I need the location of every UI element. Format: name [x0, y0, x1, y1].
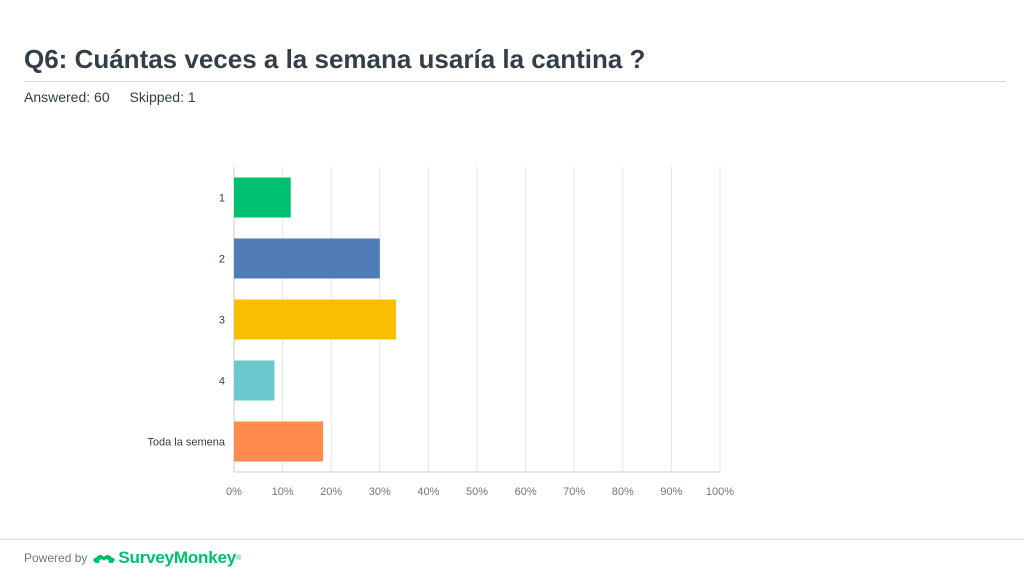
x-tick-label: 60% — [515, 486, 537, 498]
x-tick-label: 80% — [612, 486, 634, 498]
bar — [234, 421, 324, 462]
x-tick-label: 90% — [660, 486, 682, 498]
x-tick-label: 50% — [466, 486, 488, 498]
x-tick-label: 100% — [706, 486, 734, 498]
x-tick-label: 40% — [417, 486, 439, 498]
y-category-label: 3 — [219, 315, 225, 327]
surveymonkey-wordmark: SurveyMonkey — [118, 548, 236, 567]
y-category-label: 2 — [219, 254, 225, 266]
x-tick-label: 30% — [369, 486, 391, 498]
bar — [234, 177, 291, 218]
response-stats: Answered: 60 Skipped: 1 — [24, 89, 196, 105]
x-tick-label: 10% — [272, 486, 294, 498]
bar — [234, 238, 380, 279]
skipped-count: Skipped: 1 — [129, 89, 196, 105]
x-tick-label: 20% — [320, 486, 342, 498]
y-category-label: Toda la semena — [147, 437, 226, 449]
footer: Powered by SurveyMonkey ® — [24, 548, 241, 568]
x-tick-label: 70% — [563, 486, 585, 498]
bar — [234, 299, 396, 340]
y-category-label: 1 — [219, 193, 225, 205]
surveymonkey-logo-icon — [93, 555, 116, 563]
page-title: Q6: Cuántas veces a la semana usaría la … — [24, 44, 646, 74]
surveymonkey-logo: SurveyMonkey ® — [93, 548, 241, 568]
bar — [234, 360, 275, 401]
powered-by-label: Powered by — [24, 551, 88, 565]
x-tick-label: 0% — [226, 486, 242, 498]
title-divider — [24, 81, 1006, 82]
answered-count: Answered: 60 — [24, 89, 110, 105]
y-category-label: 4 — [219, 376, 225, 388]
footer-divider — [0, 539, 1024, 540]
bar-chart: 0% 10% 20% 30% 40% 50% 60% 70% 80% 90% 100% 1 2 3 4 Tod… — [147, 167, 734, 498]
